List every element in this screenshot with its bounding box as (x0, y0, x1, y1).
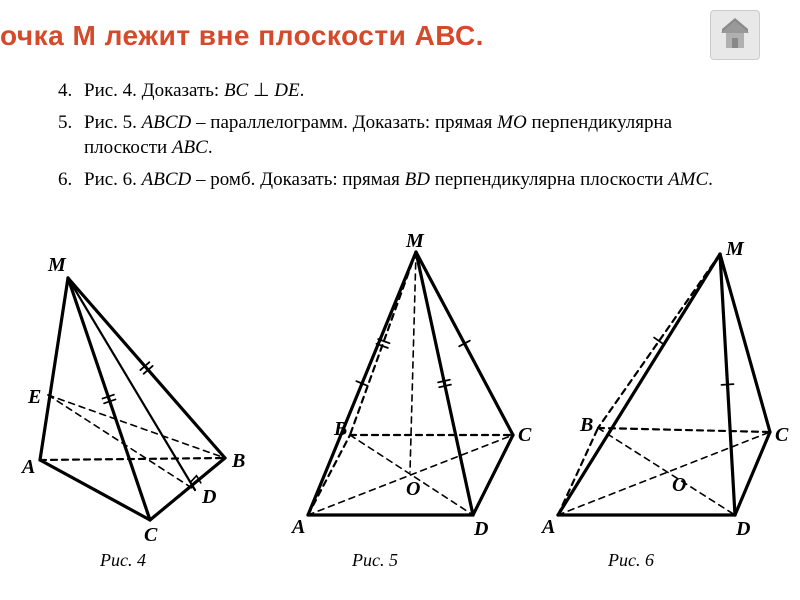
home-button[interactable] (710, 10, 760, 60)
vertex-label: D (474, 518, 488, 541)
problem-list: 4. Рис. 4. Доказать: BC ⊥ DE. 5. Рис. 5.… (58, 78, 740, 199)
vertex-label: M (726, 238, 744, 261)
problem-text: Рис. 5. ABCD – параллелограмм. Доказать:… (84, 110, 740, 161)
problem-number: 6. (58, 167, 84, 193)
vertex-label: O (672, 474, 686, 497)
figure-4 (20, 240, 280, 540)
figure-caption: Рис. 5 (352, 550, 398, 571)
vertex-label: C (518, 424, 531, 447)
home-icon (718, 18, 752, 52)
problem-number: 4. (58, 78, 84, 104)
vertex-label: E (28, 386, 41, 409)
page-title: очка М лежит вне плоскости АВС. (0, 20, 484, 52)
figure-6 (540, 240, 790, 540)
vertex-label: C (144, 524, 157, 547)
figure-caption: Рис. 4 (100, 550, 146, 571)
vertex-label: B (580, 414, 593, 437)
problem-number: 5. (58, 110, 84, 161)
problem-text: Рис. 6. ABCD – ромб. Доказать: прямая BD… (84, 167, 740, 193)
vertex-label: C (775, 424, 788, 447)
figure-caption: Рис. 6 (608, 550, 654, 571)
vertex-label: M (406, 230, 424, 253)
figures-area: MABCEDРис. 4MABCDOРис. 5MABCDOРис. 6 (0, 240, 800, 580)
vertex-label: D (736, 518, 750, 541)
vertex-label: D (202, 486, 216, 509)
problem-6: 6. Рис. 6. ABCD – ромб. Доказать: прямая… (58, 167, 740, 193)
vertex-label: A (22, 456, 35, 479)
vertex-label: O (406, 478, 420, 501)
vertex-label: M (48, 254, 66, 277)
vertex-label: A (292, 516, 305, 539)
vertex-label: B (334, 418, 347, 441)
vertex-label: A (542, 516, 555, 539)
problem-text: Рис. 4. Доказать: BC ⊥ DE. (84, 78, 740, 104)
problem-5: 5. Рис. 5. ABCD – параллелограмм. Доказа… (58, 110, 740, 161)
problem-4: 4. Рис. 4. Доказать: BC ⊥ DE. (58, 78, 740, 104)
vertex-label: B (232, 450, 245, 473)
